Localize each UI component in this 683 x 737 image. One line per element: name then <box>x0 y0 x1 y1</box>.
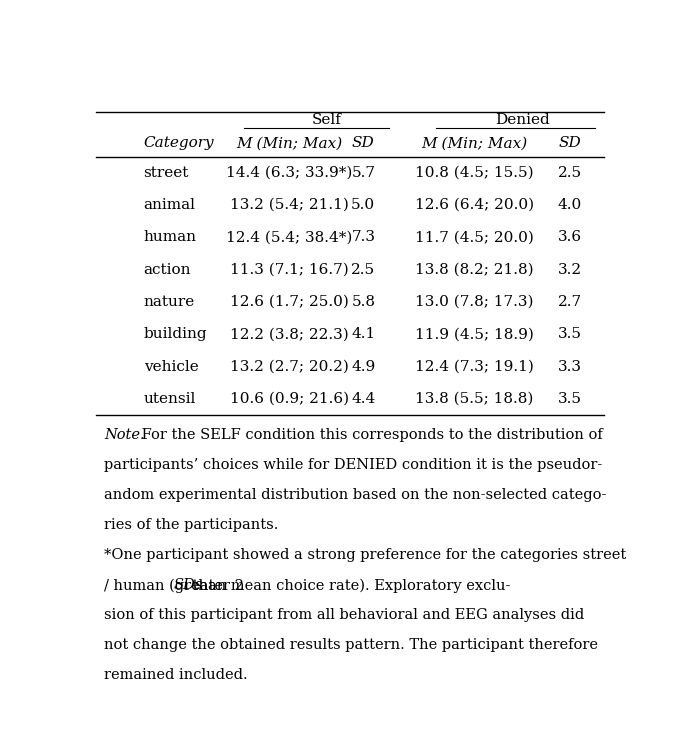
Text: vehicle: vehicle <box>143 360 198 374</box>
Text: 2.5: 2.5 <box>557 166 582 180</box>
Text: Self: Self <box>311 113 341 128</box>
Text: participants’ choices while for DENIED condition it is the pseudor-: participants’ choices while for DENIED c… <box>104 458 602 472</box>
Text: action: action <box>143 263 191 277</box>
Text: 5.7: 5.7 <box>351 166 375 180</box>
Text: 10.6 (0.9; 21.6): 10.6 (0.9; 21.6) <box>229 392 349 406</box>
Text: Note.: Note. <box>104 427 145 441</box>
Text: 5.0: 5.0 <box>351 198 376 212</box>
Text: andom experimental distribution based on the non-selected catego-: andom experimental distribution based on… <box>104 488 607 502</box>
Text: 12.4 (5.4; 38.4*): 12.4 (5.4; 38.4*) <box>226 231 352 245</box>
Text: 12.2 (3.8; 22.3): 12.2 (3.8; 22.3) <box>229 327 348 341</box>
Text: 11.3 (7.1; 16.7): 11.3 (7.1; 16.7) <box>229 263 348 277</box>
Text: nature: nature <box>143 295 195 309</box>
Text: 12.6 (6.4; 20.0): 12.6 (6.4; 20.0) <box>415 198 534 212</box>
Text: 2.7: 2.7 <box>557 295 582 309</box>
Text: SDs: SDs <box>173 579 202 593</box>
Text: 12.6 (1.7; 25.0): 12.6 (1.7; 25.0) <box>229 295 348 309</box>
Text: 4.1: 4.1 <box>351 327 376 341</box>
Text: 3.5: 3.5 <box>558 327 582 341</box>
Text: not change the obtained results pattern. The participant therefore: not change the obtained results pattern.… <box>104 638 598 652</box>
Text: 11.7 (4.5; 20.0): 11.7 (4.5; 20.0) <box>415 231 534 245</box>
Text: 5.8: 5.8 <box>351 295 375 309</box>
Text: 13.2 (5.4; 21.1): 13.2 (5.4; 21.1) <box>229 198 348 212</box>
Text: / human (greater 2: / human (greater 2 <box>104 579 249 593</box>
Text: 11.9 (4.5; 18.9): 11.9 (4.5; 18.9) <box>415 327 534 341</box>
Text: 12.4 (7.3; 19.1): 12.4 (7.3; 19.1) <box>415 360 534 374</box>
Text: 13.8 (5.5; 18.8): 13.8 (5.5; 18.8) <box>415 392 533 406</box>
Text: 7.3: 7.3 <box>351 231 375 245</box>
Text: 4.4: 4.4 <box>351 392 376 406</box>
Text: than mean choice rate). Exploratory exclu-: than mean choice rate). Exploratory excl… <box>188 579 510 593</box>
Text: *One participant showed a strong preference for the categories street: *One participant showed a strong prefere… <box>104 548 626 562</box>
Text: For the SELF condition this corresponds to the distribution of: For the SELF condition this corresponds … <box>137 427 603 441</box>
Text: human: human <box>143 231 197 245</box>
Text: 13.0 (7.8; 17.3): 13.0 (7.8; 17.3) <box>415 295 533 309</box>
Text: M (Min; Max): M (Min; Max) <box>421 136 527 150</box>
Text: 3.5: 3.5 <box>558 392 582 406</box>
Text: 13.2 (2.7; 20.2): 13.2 (2.7; 20.2) <box>229 360 348 374</box>
Text: Denied: Denied <box>494 113 549 128</box>
Text: M (Min; Max): M (Min; Max) <box>236 136 342 150</box>
Text: 13.8 (8.2; 21.8): 13.8 (8.2; 21.8) <box>415 263 533 277</box>
Text: 14.4 (6.3; 33.9*): 14.4 (6.3; 33.9*) <box>226 166 352 180</box>
Text: ries of the participants.: ries of the participants. <box>104 518 278 532</box>
Text: 4.0: 4.0 <box>557 198 582 212</box>
Text: street: street <box>143 166 189 180</box>
Text: sion of this participant from all behavioral and EEG analyses did: sion of this participant from all behavi… <box>104 608 584 622</box>
Text: animal: animal <box>143 198 195 212</box>
Text: 3.3: 3.3 <box>558 360 582 374</box>
Text: remained included.: remained included. <box>104 668 247 682</box>
Text: SD: SD <box>352 136 375 150</box>
Text: building: building <box>143 327 207 341</box>
Text: 3.2: 3.2 <box>557 263 582 277</box>
Text: SD: SD <box>558 136 581 150</box>
Text: 3.6: 3.6 <box>557 231 582 245</box>
Text: Category: Category <box>143 136 214 150</box>
Text: utensil: utensil <box>143 392 196 406</box>
Text: 4.9: 4.9 <box>351 360 376 374</box>
Text: 2.5: 2.5 <box>351 263 376 277</box>
Text: 10.8 (4.5; 15.5): 10.8 (4.5; 15.5) <box>415 166 533 180</box>
